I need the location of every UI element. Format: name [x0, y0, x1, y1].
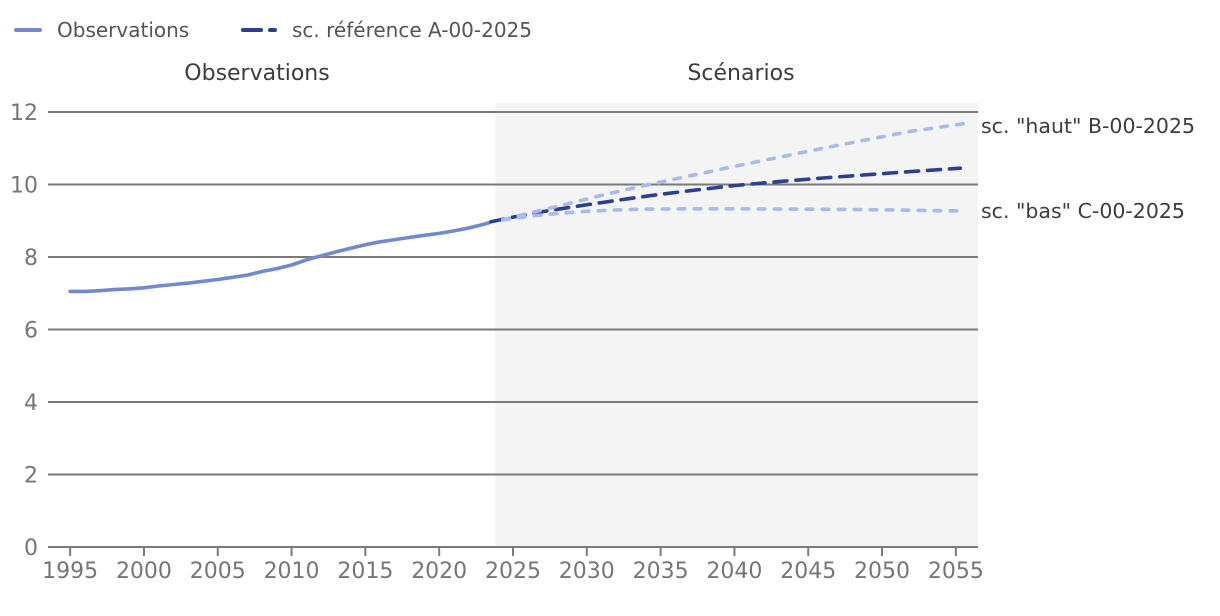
reference-line	[489, 166, 963, 224]
legend: Observations sc. référence A-00-2025	[0, 16, 1220, 44]
y-tick-label: 0	[24, 536, 38, 561]
legend-item-observations: Observations	[14, 16, 189, 44]
x-tick-label: 2055	[928, 559, 984, 584]
y-tick-label: 2	[24, 464, 38, 489]
legend-item-reference: sc. référence A-00-2025	[241, 16, 532, 44]
y-tick-label: 6	[24, 319, 38, 344]
x-tick-label: 2025	[485, 559, 541, 584]
reference-dashed-line-swatch-icon	[241, 27, 277, 33]
scenario-shaded-region	[495, 103, 978, 547]
bas-line	[500, 207, 967, 222]
section-title-scenarios: Scénarios	[687, 61, 795, 86]
x-tick-label: 2010	[264, 559, 320, 584]
annotation-scenario-haut: sc. "haut" B-00-2025	[981, 114, 1196, 138]
x-tick-label: 2050	[854, 559, 910, 584]
observations-line-swatch-icon	[14, 28, 42, 32]
x-tick-label: 2035	[633, 559, 689, 584]
y-tick-label: 12	[10, 101, 38, 126]
haut-line	[500, 121, 967, 222]
observations-line	[68, 220, 492, 294]
x-tick-label: 2045	[780, 559, 836, 584]
legend-item-label: Observations	[57, 18, 190, 42]
annotation-scenario-bas: sc. "bas" C-00-2025	[981, 199, 1185, 223]
x-tick-label: 2000	[116, 559, 172, 584]
legend-item-label: sc. référence A-00-2025	[292, 18, 533, 42]
x-tick-label: 2040	[706, 559, 762, 584]
x-tick-label: 2030	[559, 559, 615, 584]
y-tick-label: 10	[10, 174, 38, 199]
x-tick-label: 2015	[337, 559, 393, 584]
section-title-observations: Observations	[184, 61, 330, 86]
y-tick-label: 4	[24, 391, 38, 416]
x-tick-label: 2005	[190, 559, 246, 584]
y-tick-label: 8	[24, 246, 38, 271]
x-tick-label: 1995	[42, 559, 98, 584]
x-tick-label: 2020	[411, 559, 467, 584]
